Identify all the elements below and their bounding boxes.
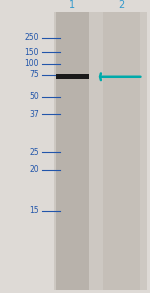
- Text: 1: 1: [69, 0, 75, 10]
- Text: 150: 150: [24, 48, 39, 57]
- Text: 20: 20: [29, 166, 39, 174]
- Bar: [103, 12, 140, 290]
- Bar: [54, 12, 147, 290]
- Text: 75: 75: [29, 70, 39, 79]
- Text: 2: 2: [118, 0, 125, 10]
- Text: 100: 100: [24, 59, 39, 68]
- Text: 37: 37: [29, 110, 39, 119]
- Bar: [56, 74, 89, 79]
- Bar: [56, 12, 89, 290]
- Text: 50: 50: [29, 92, 39, 101]
- Text: 25: 25: [29, 148, 39, 157]
- Text: 250: 250: [24, 33, 39, 42]
- Text: 15: 15: [29, 207, 39, 215]
